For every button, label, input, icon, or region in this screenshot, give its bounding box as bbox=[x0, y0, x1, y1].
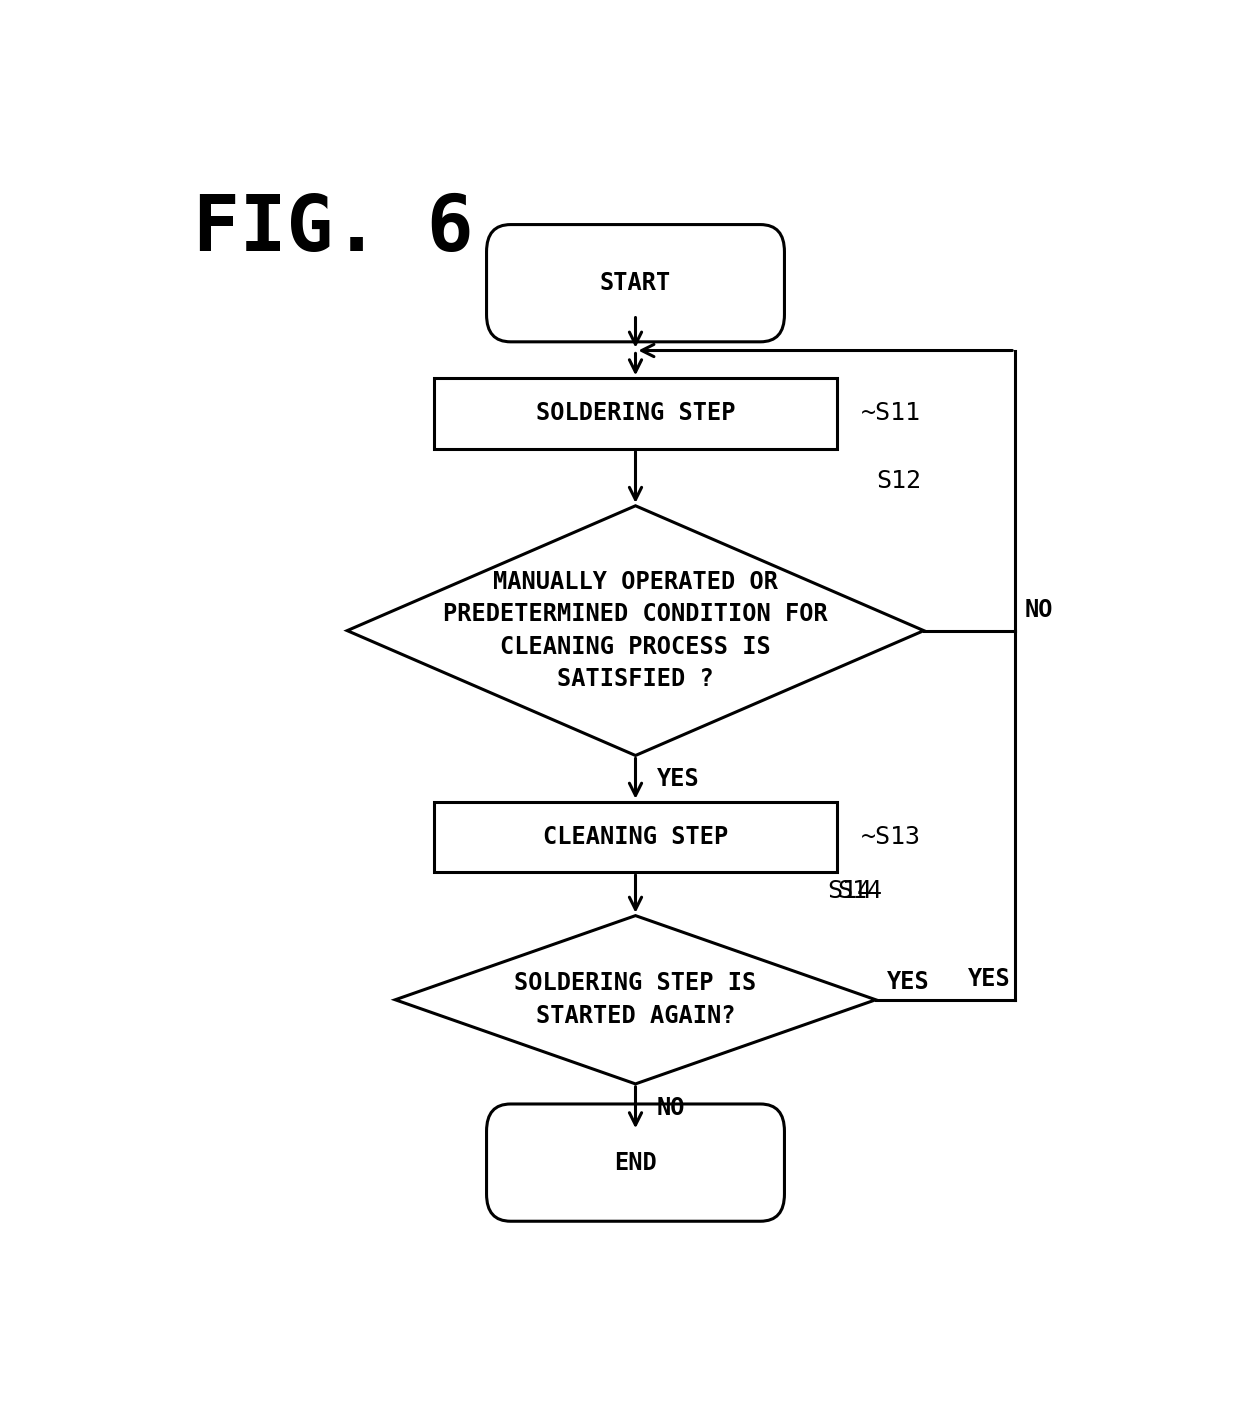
Text: MANUALLY OPERATED OR
PREDETERMINED CONDITION FOR
CLEANING PROCESS IS
SATISFIED ?: MANUALLY OPERATED OR PREDETERMINED CONDI… bbox=[443, 570, 828, 691]
Bar bbox=[434, 802, 837, 873]
Text: ~S13: ~S13 bbox=[862, 825, 921, 849]
Text: YES: YES bbox=[967, 967, 1011, 991]
Text: END: END bbox=[614, 1151, 657, 1175]
Text: START: START bbox=[600, 271, 671, 295]
Text: YES: YES bbox=[888, 970, 930, 994]
Text: YES: YES bbox=[657, 767, 699, 791]
Text: ~S11: ~S11 bbox=[862, 402, 921, 426]
Text: S14: S14 bbox=[828, 878, 873, 902]
Text: S12: S12 bbox=[875, 468, 921, 492]
Text: NO: NO bbox=[657, 1096, 686, 1120]
Bar bbox=[434, 378, 837, 448]
Text: FIG. 6: FIG. 6 bbox=[193, 190, 474, 266]
Polygon shape bbox=[347, 506, 924, 756]
Text: NO: NO bbox=[1024, 598, 1053, 622]
Text: CLEANING STEP: CLEANING STEP bbox=[543, 825, 728, 849]
Text: S14: S14 bbox=[837, 878, 883, 902]
Text: SOLDERING STEP IS
STARTED AGAIN?: SOLDERING STEP IS STARTED AGAIN? bbox=[515, 971, 756, 1028]
FancyBboxPatch shape bbox=[486, 1104, 785, 1221]
Text: SOLDERING STEP: SOLDERING STEP bbox=[536, 402, 735, 426]
FancyBboxPatch shape bbox=[486, 224, 785, 341]
Polygon shape bbox=[396, 915, 875, 1084]
